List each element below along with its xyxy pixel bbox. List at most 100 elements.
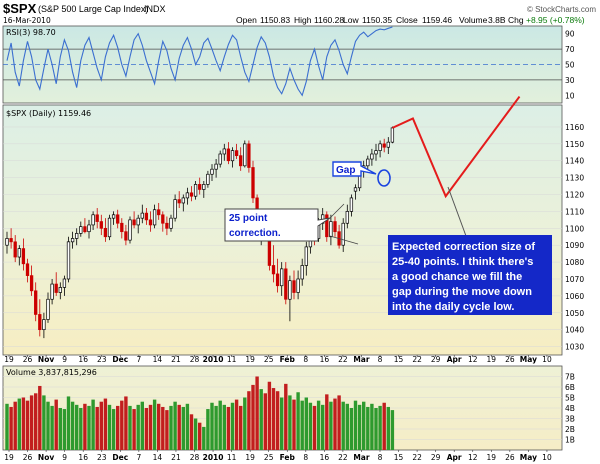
volume-bar (222, 404, 226, 450)
x-tick-label: 22 (412, 355, 422, 364)
x-tick-label: 16 (320, 355, 330, 364)
candle-body (21, 248, 26, 265)
candle-body (70, 238, 75, 243)
volume-bar (75, 404, 79, 450)
low-value: 1150.35 (362, 15, 392, 25)
x-tick-label: 22 (412, 453, 422, 462)
x-tick-label: 26 (23, 355, 33, 364)
rsi-tick-label: 50 (565, 61, 575, 70)
correction-line2: correction. (229, 228, 281, 239)
volume-bar (177, 404, 181, 450)
volume-bar (83, 403, 87, 450)
x-tick-label: 14 (153, 453, 163, 462)
price-tick-label: 1140 (565, 157, 584, 166)
candle-body (140, 212, 144, 219)
volume-bar (161, 406, 165, 450)
volume-bar (50, 405, 54, 450)
volume-bar (198, 422, 202, 450)
volume-bar (181, 406, 185, 450)
candle-body (58, 287, 62, 293)
candle-body (161, 214, 165, 224)
volume-bar (312, 405, 317, 450)
volume-tick-label: 6B (565, 383, 575, 392)
price-tick-label: 1110 (565, 207, 584, 216)
x-tick-label: 16 (78, 355, 88, 364)
x-tick-label: 8 (303, 453, 308, 462)
volume-bar (111, 409, 116, 450)
volume-bar (243, 397, 247, 450)
candle (333, 216, 337, 237)
candle (173, 194, 177, 222)
volume-bar (390, 410, 395, 450)
volume-bar (226, 406, 231, 450)
candle (382, 138, 386, 153)
date-axis-top: 19 26 Nov 9 16 23 Dec 7 14 21 28 2010 11 19 25 Feb 8 16 22… (4, 355, 552, 364)
x-tick-label: Nov (38, 453, 54, 462)
volume-bar (316, 400, 321, 450)
volume-bar (107, 404, 112, 450)
chg-label: Chg (508, 15, 524, 25)
candle-body (325, 214, 329, 238)
volume-bar (386, 406, 390, 450)
candle-body (275, 273, 280, 287)
price-panel: 1030 1040 1050 1060 1070 1080 1090 1100 1110 1120… (2, 95, 584, 356)
x-tick-label: 26 (505, 355, 515, 364)
volume-bar (366, 406, 370, 450)
volume-bar (128, 405, 132, 450)
price-tick-label: 1060 (565, 292, 584, 301)
volume-bar (152, 399, 157, 450)
volume-bar (296, 392, 300, 450)
correction-top-line (329, 203, 345, 219)
candle-body (247, 143, 251, 168)
volume-bar (234, 399, 239, 450)
candle (13, 235, 17, 263)
rsi-label: RSI(3) 98.70 (6, 28, 56, 37)
candle (58, 282, 62, 300)
price-tick-label: 1030 (565, 343, 584, 352)
candle-body (366, 158, 370, 167)
candle-body (62, 278, 67, 288)
candle (222, 143, 226, 161)
volume-bar (62, 409, 67, 450)
candle-body (230, 150, 235, 162)
volume-bar (255, 376, 259, 450)
candle (378, 140, 382, 158)
candle-body (148, 219, 153, 226)
candle-body (13, 241, 17, 258)
x-tick-label: 25 (264, 355, 274, 364)
candle-body (210, 168, 214, 175)
stockcharts-credit: © StockCharts.com (527, 5, 596, 14)
candle (280, 262, 284, 296)
volume-bar (357, 404, 362, 450)
volume-bar (148, 404, 153, 450)
candle (54, 272, 58, 296)
expected-pointer (447, 186, 467, 237)
x-tick-label: 7 (136, 355, 141, 364)
x-tick-label: 2010 (203, 355, 224, 364)
candle-body (284, 268, 288, 300)
x-tick-label: 15 (394, 355, 404, 364)
x-tick-label: 11 (227, 453, 237, 462)
volume-bar (58, 408, 62, 450)
x-tick-label: 19 (245, 453, 255, 462)
volume-bar (95, 406, 99, 450)
candle-body (374, 150, 378, 155)
candle (62, 275, 67, 296)
candle-body (91, 214, 95, 226)
candle-body (79, 226, 83, 234)
volume-bar (325, 394, 329, 450)
volume-bar (206, 409, 210, 450)
volume-bar (280, 397, 284, 450)
volume-bar (345, 403, 349, 450)
candle (157, 202, 161, 220)
volume-bar (267, 381, 272, 450)
candle (95, 208, 99, 229)
candle-body (152, 209, 157, 226)
volume-bar (79, 408, 83, 450)
candle-body (243, 143, 247, 167)
candle (251, 160, 255, 203)
candle (75, 228, 79, 246)
volume-bar (284, 383, 288, 450)
candle-body (87, 224, 91, 233)
volume-bar (218, 400, 222, 450)
